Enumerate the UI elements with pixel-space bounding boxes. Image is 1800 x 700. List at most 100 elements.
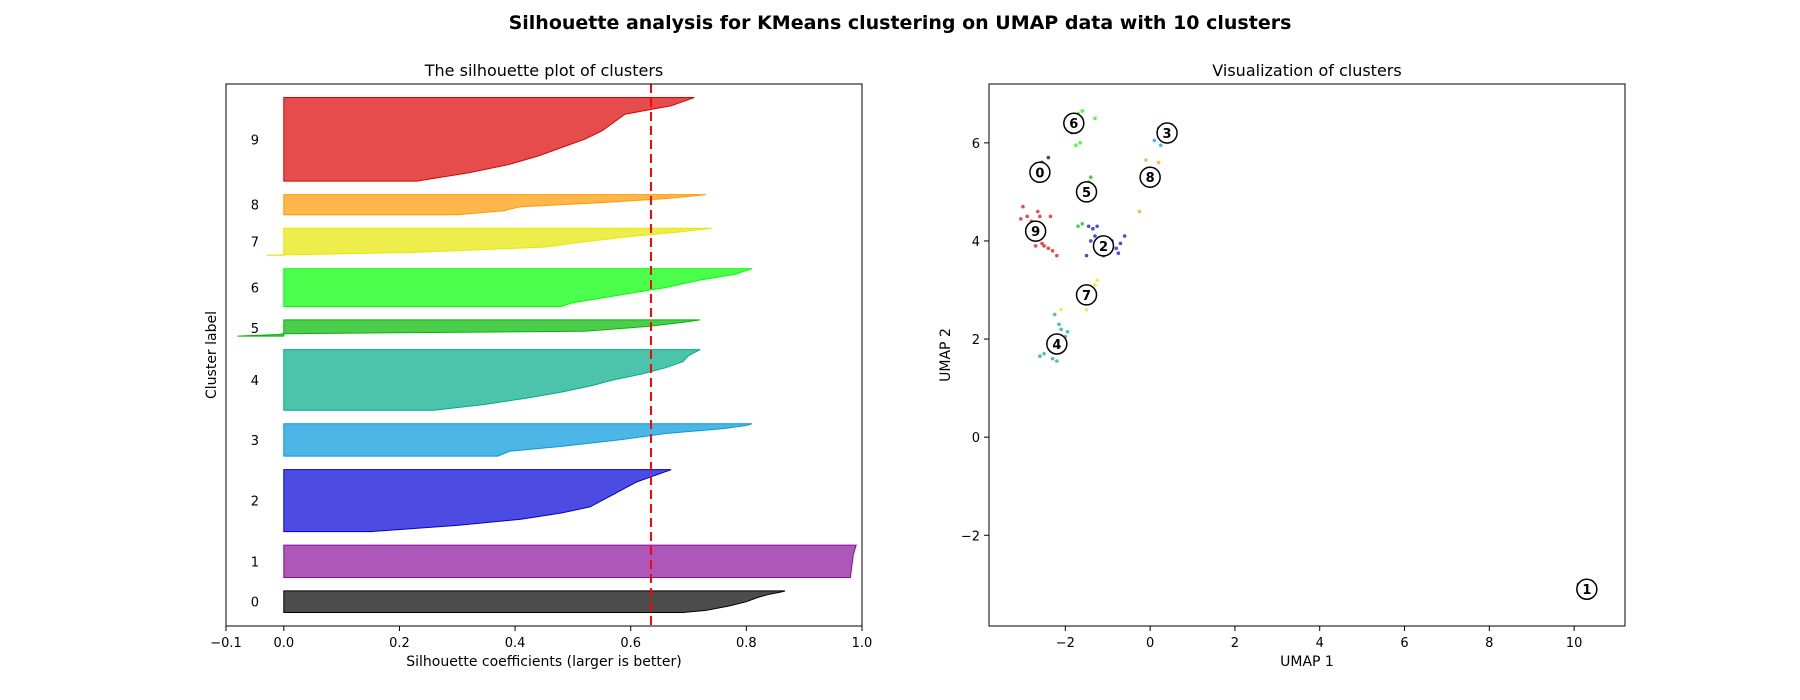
cluster-label-6: 6 <box>251 282 259 297</box>
cluster-label-7: 7 <box>251 236 259 251</box>
cluster-center-label-3: 3 <box>1163 127 1172 142</box>
scatter-point-cluster-9 <box>1042 244 1046 248</box>
scatter-x-axis-label: UMAP 1 <box>1280 654 1334 670</box>
scatter-point-cluster-5 <box>1076 224 1080 229</box>
scatter-point-cluster-9 <box>1055 253 1059 258</box>
cluster-center-marker-6 <box>1063 112 1085 134</box>
cluster-centers: 0 1 2 3 4 5 6 7 8 9 <box>1024 112 1598 600</box>
scatter-point-cluster-9 <box>1025 214 1029 219</box>
scatter-point-cluster-7 <box>1095 278 1099 282</box>
scatter-x-ticks: −2 0 2 4 6 8 10 <box>1056 626 1583 651</box>
cluster-label-9: 9 <box>251 133 259 148</box>
cluster-label-1: 1 <box>251 555 259 570</box>
silhouette-x-tick-label: 0.2 <box>389 636 410 651</box>
scatter-y-tick-label: 4 <box>972 235 980 250</box>
cluster-center-label-6: 6 <box>1069 117 1078 132</box>
scatter-y-axis-label: UMAP 2 <box>938 328 954 382</box>
cluster-center-marker-1 <box>1576 578 1598 600</box>
scatter-point-cluster-2 <box>1114 246 1118 251</box>
scatter-plot-frame <box>988 83 1626 627</box>
silhouette-plot-title: The silhouette plot of clusters <box>424 61 663 80</box>
cluster-center-label-0: 0 <box>1035 166 1044 181</box>
scatter-point-cluster-2 <box>1095 224 1099 229</box>
scatter-point-cluster-3 <box>1152 138 1157 143</box>
cluster-center-label-4: 4 <box>1052 338 1061 353</box>
cluster-label-4: 4 <box>251 374 259 389</box>
scatter-point-cluster-9 <box>1019 217 1023 221</box>
scatter-point-cluster-9 <box>1021 204 1025 209</box>
scatter-x-tick-label: 6 <box>1400 636 1408 651</box>
scatter-point-cluster-7 <box>1084 307 1089 312</box>
scatter-point-cluster-7 <box>1059 307 1063 312</box>
cluster-center-label-1: 1 <box>1582 583 1591 598</box>
cluster-label-2: 2 <box>251 495 259 510</box>
scatter-point-cluster-4 <box>1059 327 1063 332</box>
silhouette-band-1 <box>283 544 857 578</box>
scatter-x-tick-label: 2 <box>1231 636 1239 651</box>
cluster-label-3: 3 <box>251 434 259 449</box>
cluster-center-label-9: 9 <box>1031 225 1040 240</box>
scatter-point-cluster-6 <box>1080 109 1085 113</box>
scatter-point-cluster-7 <box>1093 283 1097 287</box>
silhouette-x-axis-label: Silhouette coefficients (larger is bette… <box>406 654 681 670</box>
scatter-x-tick-label: 10 <box>1566 636 1583 651</box>
silhouette-x-ticks: −0.1 0.0 0.2 0.4 0.6 0.8 1.0 <box>210 626 872 651</box>
scatter-point-cluster-9 <box>1040 241 1044 246</box>
cluster-center-marker-7 <box>1075 284 1098 306</box>
scatter-y-tick-label: 6 <box>972 137 980 152</box>
scatter-point-cluster-6 <box>1074 143 1078 148</box>
scatter-point-cluster-5 <box>1088 175 1093 179</box>
cluster-center-label-5: 5 <box>1082 186 1091 201</box>
scatter-point-cluster-4 <box>1052 312 1057 317</box>
silhouette-band-7 <box>266 227 712 256</box>
scatter-y-tick-label: −2 <box>961 529 980 544</box>
silhouette-x-tick-label: 0.4 <box>505 636 526 651</box>
cluster-center-marker-3 <box>1156 122 1178 144</box>
scatter-point-cluster-4 <box>1042 351 1046 356</box>
silhouette-x-tick-label: −0.1 <box>210 636 242 651</box>
cluster-center-label-2: 2 <box>1099 240 1108 255</box>
scatter-point-cluster-9 <box>1038 214 1042 219</box>
cluster-center-marker-8 <box>1139 166 1161 188</box>
scatter-point-cluster-4 <box>1057 322 1061 327</box>
scatter-point-cluster-9 <box>1048 214 1053 219</box>
scatter-point-cluster-4 <box>1038 354 1042 359</box>
silhouette-x-tick-label: 0.6 <box>620 636 641 651</box>
scatter-x-tick-label: 0 <box>1146 636 1154 651</box>
scatter-point-cluster-2 <box>1086 224 1091 229</box>
silhouette-band-8 <box>283 194 706 216</box>
scatter-point-cluster-9 <box>1033 244 1038 248</box>
scatter-point-cluster-9 <box>1035 209 1040 214</box>
scatter-point-cluster-2 <box>1116 251 1121 256</box>
silhouette-band-5 <box>237 319 701 337</box>
silhouette-x-tick-label: 0.0 <box>273 636 294 651</box>
silhouette-cluster-labels: 0 1 2 3 4 5 6 7 8 9 <box>251 133 259 610</box>
scatter-y-tick-label: 2 <box>972 333 980 348</box>
scatter-point-cluster-4 <box>1050 356 1055 361</box>
scatter-point-cluster-4 <box>1055 359 1059 363</box>
cluster-center-marker-0 <box>1029 161 1051 184</box>
scatter-x-tick-label: 4 <box>1316 636 1324 651</box>
silhouette-plot-frame <box>225 83 863 627</box>
scatter-point-cluster-0 <box>1046 155 1051 160</box>
scatter-x-tick-label: 8 <box>1485 636 1493 651</box>
scatter-point-cluster-5 <box>1080 221 1085 226</box>
scatter-point-cluster-2 <box>1118 241 1123 246</box>
scatter-point-cluster-4 <box>1065 329 1070 334</box>
scatter-point-cluster-8 <box>1156 160 1161 165</box>
scatter-point-cluster-8 <box>1137 209 1142 214</box>
scatter-point-cluster-2 <box>1088 239 1093 243</box>
cluster-center-marker-2 <box>1092 235 1115 257</box>
cluster-center-label-8: 8 <box>1146 171 1155 186</box>
silhouette-band-4 <box>283 349 701 411</box>
scatter-plot-title: Visualization of clusters <box>1212 61 1401 80</box>
scatter-point-cluster-9 <box>1050 248 1055 253</box>
cluster-center-label-7: 7 <box>1082 289 1091 304</box>
scatter-point-cluster-3 <box>1158 143 1163 148</box>
scatter-point-cluster-6 <box>1078 141 1082 145</box>
cluster-center-marker-4 <box>1046 333 1068 355</box>
cluster-label-5: 5 <box>251 322 259 337</box>
silhouette-plot: The silhouette plot of clusters 0 1 2 3 4 5 6 7… <box>204 61 872 670</box>
silhouette-bands <box>237 97 857 613</box>
